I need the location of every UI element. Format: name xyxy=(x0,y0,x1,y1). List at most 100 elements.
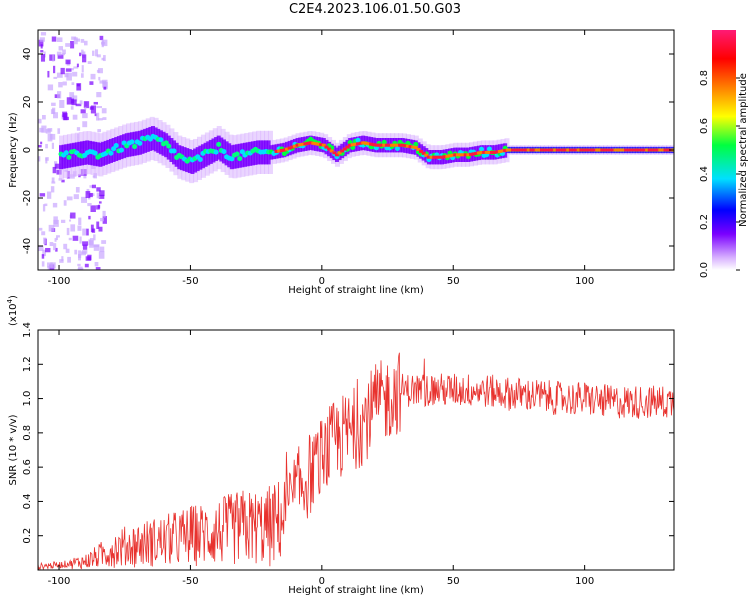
spectrogram-noise-cell xyxy=(39,37,45,42)
spectrogram-noise-cell xyxy=(38,156,41,162)
spectrogram-noise-cell xyxy=(38,245,44,252)
spectrogram-noise-cell xyxy=(84,263,89,268)
spectrogram-ridge-cell xyxy=(621,148,626,152)
spectrogram-noise-cell xyxy=(52,202,58,208)
x-tick-label: 50 xyxy=(447,276,460,287)
colorbar-gradient xyxy=(712,30,736,270)
spectrogram-ridge-cell xyxy=(358,141,363,145)
spectrogram-noise-cell xyxy=(57,91,62,99)
spectrogram-noise-cell xyxy=(98,201,102,204)
spectrogram-ridge-cell xyxy=(469,152,474,156)
spectrogram-noise-cell xyxy=(102,215,107,224)
spectrogram-ridge-cell xyxy=(589,148,594,152)
spectrogram-ridge-cell xyxy=(660,148,665,152)
spectrogram-core-cell xyxy=(479,146,485,152)
spectrogram-noise-cell xyxy=(51,36,57,42)
snr-x-label: Height of straight line (km) xyxy=(288,585,424,596)
spectrogram-noise-cell xyxy=(95,49,99,57)
spectrogram-ridge-cell xyxy=(366,142,371,146)
spectrogram-noise-cell xyxy=(49,54,56,61)
spectrogram-noise-cell xyxy=(90,205,96,213)
spectrogram-ridge-cell xyxy=(658,148,663,152)
spectrogram-noise-cell xyxy=(42,204,46,212)
spectrogram-core-cell xyxy=(394,145,400,151)
spectrogram-ridge-cell xyxy=(382,143,387,147)
y-tick-label: 40 xyxy=(22,48,33,61)
spectrogram-noise-cell xyxy=(47,266,50,270)
spectrogram-noise-cell xyxy=(80,251,87,256)
spectrogram-noise-cell xyxy=(71,82,75,85)
spectrogram-ridge-cell xyxy=(353,142,358,146)
spectrogram-noise-cell xyxy=(89,185,93,188)
spectrogram-noise-cell xyxy=(88,239,91,246)
spectrogram-core-cell xyxy=(63,150,69,156)
y-tick-label: 1.2 xyxy=(22,356,33,372)
spectrogram-noise-cell xyxy=(89,240,94,248)
spectrogram-ridge-cell xyxy=(432,155,437,159)
snr-frame xyxy=(37,329,675,571)
spectrogram-ridge-cell xyxy=(384,143,389,147)
spectrogram-ridge-cell xyxy=(518,148,523,152)
spectrogram-ridge-cell xyxy=(560,148,565,152)
spectrogram-ridge-cell xyxy=(285,147,290,151)
spectrogram-noise-cell xyxy=(47,84,54,91)
spectrogram-noise-cell xyxy=(92,175,96,178)
snr-y-ticks: 0.2 0.4 0.6 0.8 1.0 1.2 1.4 xyxy=(22,322,674,544)
spectrogram-panel: -100 -50 0 50 100 -40 -20 0 20 40 Height of stra… xyxy=(8,29,675,296)
spectrogram-ridge-cell xyxy=(458,153,463,157)
spectrogram-noise-cell xyxy=(63,116,69,121)
spectrogram-noise-cell xyxy=(70,212,76,219)
spectrogram-core-cell xyxy=(113,143,119,149)
spectrogram-ridge-cell xyxy=(332,151,337,155)
spectrogram-ridge-cell xyxy=(345,145,350,149)
spectrogram-band-cell xyxy=(140,129,145,154)
spectrogram-noise-cell xyxy=(56,37,63,42)
spectrogram-y-ticks: -40 -20 0 20 40 xyxy=(22,48,674,254)
spectrogram-ridge-cell xyxy=(274,149,279,153)
x-tick-label: 50 xyxy=(447,576,460,587)
spectrogram-noise-cell xyxy=(73,37,78,45)
spectrogram-ridge-cell xyxy=(387,143,392,147)
spectrogram-noise-cell xyxy=(43,237,47,244)
x-tick-label: -50 xyxy=(182,576,198,587)
spectrogram-ridge-cell xyxy=(639,148,644,152)
spectrogram-x-ticks: -100 -50 0 50 100 xyxy=(48,30,594,287)
spectrogram-ridge-cell xyxy=(605,148,610,152)
spectrogram-noise-cell xyxy=(51,102,56,106)
spectrogram-band-cell xyxy=(145,127,150,152)
spectrogram-core-cell xyxy=(137,140,143,146)
spectrogram-noise-cell xyxy=(40,141,43,145)
spectrogram-ridge-cell xyxy=(419,149,424,153)
spectrogram-noise-cell xyxy=(69,219,72,222)
spectrogram-ridge-cell xyxy=(558,148,563,152)
spectrogram-noise-cell xyxy=(75,187,80,193)
spectrogram-ridge-cell xyxy=(524,148,529,152)
spectrogram-ridge-cell xyxy=(466,153,471,157)
spectrogram-band-cell xyxy=(119,135,124,160)
spectrogram-noise-cell xyxy=(72,71,78,77)
y-tick-label: 0.6 xyxy=(22,459,33,475)
spectrogram-ridge-cell xyxy=(487,150,492,154)
spectrogram-noise-cell xyxy=(79,52,82,57)
spectrogram-noise-cell xyxy=(42,249,47,257)
spectrogram-noise-cell xyxy=(66,227,70,236)
spectrogram-noise-cell xyxy=(51,177,55,183)
spectrogram-noise-cell xyxy=(49,133,56,140)
spectrogram-noise-cell xyxy=(96,192,101,199)
spectrogram-noise-cell xyxy=(96,112,100,121)
spectrogram-noise-cell xyxy=(102,80,107,85)
spectrogram-band-cell xyxy=(240,143,245,168)
spectrogram-ridge-cell xyxy=(631,148,636,152)
x-tick-label: 100 xyxy=(575,276,594,287)
spectrogram-ridge-cell xyxy=(616,148,621,152)
spectrogram-noise-cell xyxy=(73,66,79,69)
spectrogram-noise-cell xyxy=(48,224,55,232)
spectrogram-ridge-cell xyxy=(440,155,445,159)
spectrogram-noise-cell xyxy=(82,113,88,119)
spectrogram-noise-cell xyxy=(52,54,55,62)
spectrogram-data xyxy=(38,32,674,270)
spectrogram-ridge-cell xyxy=(453,153,458,157)
spectrogram-noise-cell xyxy=(103,86,107,90)
spectrogram-ridge-cell xyxy=(513,148,518,152)
spectrogram-band-cell xyxy=(224,141,229,166)
